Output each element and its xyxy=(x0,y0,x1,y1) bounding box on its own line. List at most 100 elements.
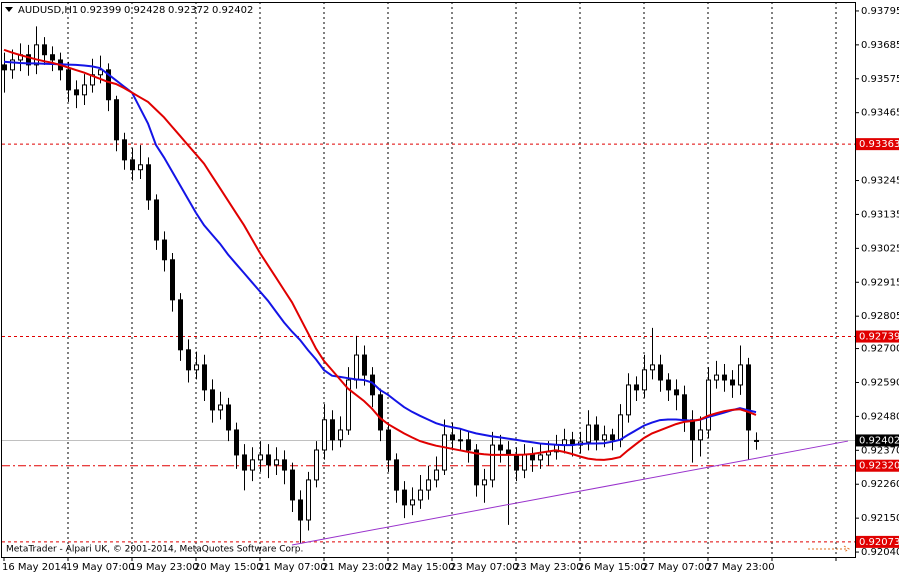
level-label-box xyxy=(856,459,899,472)
x-tick-label: 22 May 15:00 xyxy=(386,562,455,573)
candle-body xyxy=(314,449,319,481)
candle-body xyxy=(354,354,359,381)
candle-body xyxy=(322,419,327,451)
current-price-label: 0.92402 xyxy=(859,435,899,446)
candle-body xyxy=(394,459,399,491)
candle-body xyxy=(202,364,207,391)
candle-body xyxy=(34,44,39,66)
candle-body xyxy=(610,434,615,441)
candle-body xyxy=(2,64,7,71)
y-tick-label: 0.92805 xyxy=(861,311,899,322)
candle-body xyxy=(530,454,535,461)
y-tick-label: 0.92480 xyxy=(861,411,899,422)
x-tick-label: 16 May 2014 xyxy=(2,562,67,573)
candle-body xyxy=(130,159,135,171)
candle-body xyxy=(386,429,391,461)
candle-body xyxy=(306,479,311,521)
candle-body xyxy=(498,444,503,451)
candle-body xyxy=(658,364,663,381)
candle-body xyxy=(234,429,239,456)
level-label-box xyxy=(856,535,899,548)
candle-body xyxy=(722,374,727,381)
candle-body xyxy=(698,429,703,441)
y-tick-label: 0.93465 xyxy=(861,108,899,119)
x-tick-label: 19 May 07:00 xyxy=(66,562,135,573)
menu-icon[interactable] xyxy=(5,7,13,12)
candle-body xyxy=(226,404,231,431)
candle-body xyxy=(26,54,31,66)
trendline xyxy=(291,440,849,546)
candle-body xyxy=(82,84,87,96)
candle-body xyxy=(458,439,463,442)
y-tick-label: 0.92590 xyxy=(861,377,899,388)
current-price-box xyxy=(856,434,899,447)
candle-body xyxy=(490,444,495,481)
candle-body xyxy=(274,459,279,466)
candle-body xyxy=(282,459,287,471)
candle-body xyxy=(754,439,759,442)
candle-body xyxy=(330,419,335,441)
x-tick-label: 20 May 15:00 xyxy=(194,562,263,573)
candle-body xyxy=(162,239,167,261)
candle-body xyxy=(466,439,471,451)
candle-body xyxy=(362,354,367,376)
y-tick-label: 0.92370 xyxy=(861,445,899,456)
candle-body xyxy=(210,389,215,411)
candle-body xyxy=(266,454,271,466)
candle-body xyxy=(90,74,95,86)
candle-body xyxy=(746,364,751,431)
candle-body xyxy=(378,394,383,431)
x-tick-label: 21 May 23:00 xyxy=(322,562,391,573)
candle-body xyxy=(626,384,631,416)
x-tick-label: 23 May 07:00 xyxy=(450,562,519,573)
candle-body xyxy=(738,364,743,386)
candle-body xyxy=(418,489,423,501)
candle-body xyxy=(74,89,79,96)
x-tick-label: 23 May 23:00 xyxy=(514,562,583,573)
candle-body xyxy=(450,434,455,441)
candle-body xyxy=(146,164,151,201)
footer: MetaTrader - Alpari UK, © 2001-2014, Met… xyxy=(6,545,303,555)
x-tick-label: 27 May 07:00 xyxy=(642,562,711,573)
candle-body xyxy=(50,54,55,61)
x-tick-label: 27 May 23:00 xyxy=(706,562,775,573)
x-tick-label: 21 May 07:00 xyxy=(258,562,327,573)
level-label: 0.92073 xyxy=(859,537,899,548)
candle-body xyxy=(514,454,519,471)
y-tick-label: 0.92915 xyxy=(861,277,899,288)
candle-body xyxy=(258,454,263,461)
candle-body xyxy=(682,394,687,421)
candle-body xyxy=(482,479,487,486)
candle-body xyxy=(538,454,543,461)
candle-body xyxy=(522,454,527,471)
candle-body xyxy=(426,479,431,491)
candle-body xyxy=(98,69,103,76)
y-tick-label: 0.93795 xyxy=(861,6,899,17)
candle-body xyxy=(666,379,671,391)
x-tick-label: 26 May 15:00 xyxy=(578,562,647,573)
y-tick-label: 0.92150 xyxy=(861,513,899,524)
candle-body xyxy=(346,379,351,431)
y-tick-label: 0.93245 xyxy=(861,176,899,187)
candle-body xyxy=(138,164,143,171)
candle-body xyxy=(642,369,647,391)
y-tick-label: 0.93685 xyxy=(861,40,899,51)
candle-body xyxy=(178,299,183,351)
moving-average xyxy=(3,48,757,461)
candle-body xyxy=(434,469,439,481)
x-tick-label: 19 May 23:00 xyxy=(130,562,199,573)
y-tick-label: 0.92040 xyxy=(861,547,899,558)
candle-body xyxy=(442,434,447,471)
candle-body xyxy=(186,349,191,371)
shift-arrow xyxy=(808,545,850,553)
header: AUDUSD,H1 0.92399 0.92428 0.92372 0.9240… xyxy=(18,5,253,16)
level-label: 0.92320 xyxy=(859,461,899,472)
candle-body xyxy=(690,419,695,441)
y-tick-label: 0.92700 xyxy=(861,344,899,355)
candle-body xyxy=(42,44,47,56)
candle-body xyxy=(114,99,119,141)
